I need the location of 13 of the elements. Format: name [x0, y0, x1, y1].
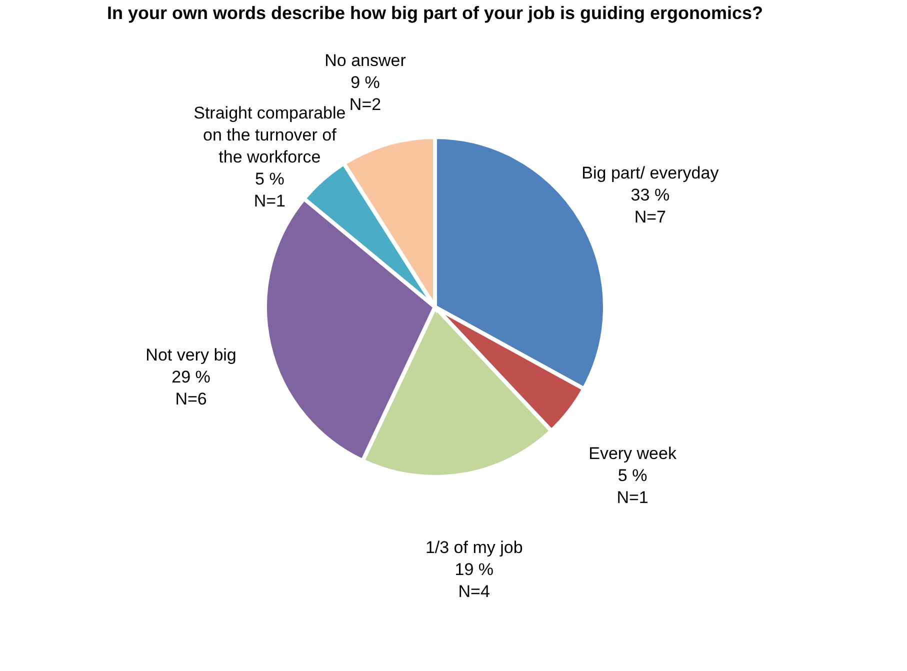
data-label: 5 % N=1	[616, 466, 648, 508]
slice-label: Big part/ everyday	[582, 164, 720, 183]
slice-label: No answer	[324, 50, 406, 70]
slice-label: Straight comparable on the turnover of the workforce	[194, 103, 346, 166]
data-label: 29 % N=6	[172, 368, 210, 409]
data-label: 19 % N=4	[454, 560, 494, 601]
slice-label: 1/3 of my job	[425, 538, 523, 557]
data-label: 5 % N=1	[254, 169, 286, 210]
data-label: 9 % N=2	[349, 72, 382, 114]
slice-label: Every week	[588, 444, 677, 464]
data-label: 33 % N=7	[630, 186, 670, 227]
slice-label: Not very big	[146, 346, 236, 365]
chart-title: In your own words describe how big part of your job is guiding ergonomics?	[106, 3, 764, 23]
